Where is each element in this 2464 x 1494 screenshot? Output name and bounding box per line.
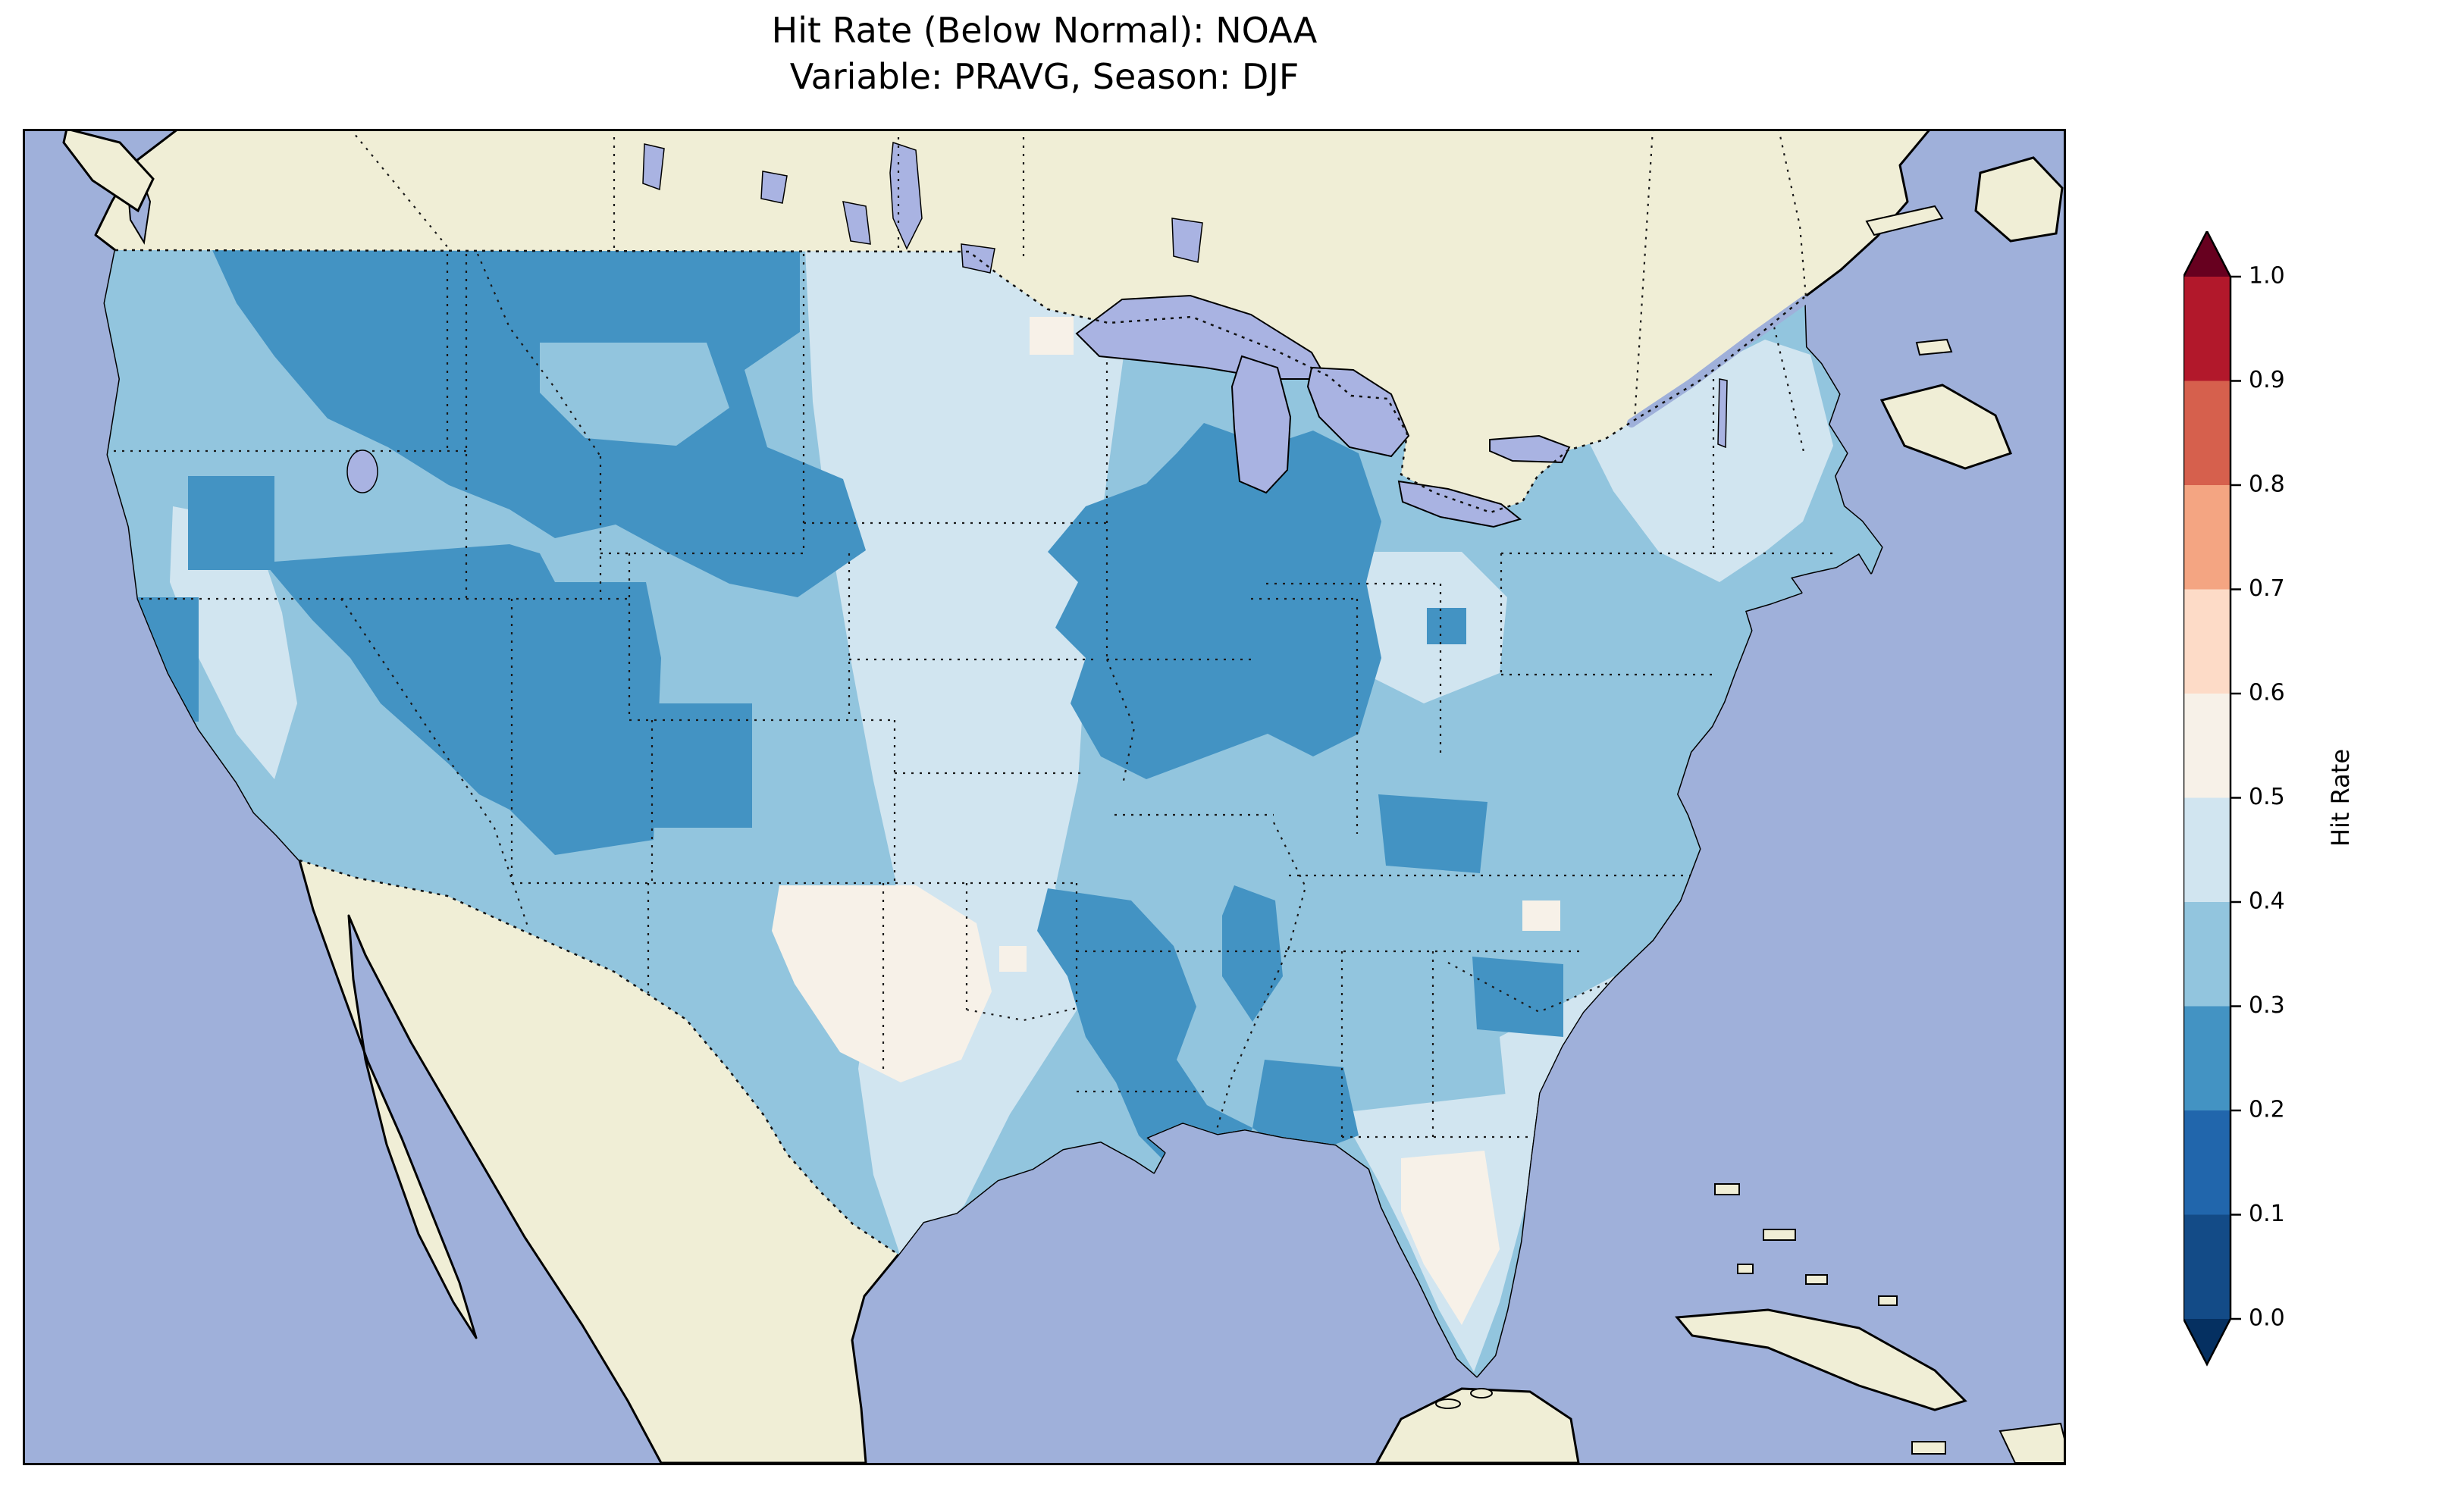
hitrate-cell-ohio-dark xyxy=(1427,608,1466,644)
bahamas-island-2 xyxy=(1763,1229,1796,1241)
hitrate-region-midwest-dark xyxy=(1048,423,1381,779)
canada-lake-small-2 xyxy=(760,171,788,204)
hitrate-region-florida-center-white xyxy=(1401,1151,1500,1325)
colorbar-bin-2 xyxy=(2183,1006,2230,1110)
florida-key-1 xyxy=(1435,1398,1461,1409)
colorbar-bin-8 xyxy=(2183,381,2230,485)
colorbar-axis-label: Hit Rate xyxy=(2326,749,2355,847)
colorbar-bin-3 xyxy=(2183,902,2230,1007)
tick-label-0.3: 0.3 xyxy=(2249,992,2285,1019)
hitrate-region-louisiana-mississippi-dark xyxy=(1252,1060,1359,1158)
lake-michigan xyxy=(1230,355,1292,494)
tick-label-0.9: 0.9 xyxy=(2249,367,2285,393)
colorbar-bin-4 xyxy=(2183,797,2230,902)
hitrate-region-nevada-utah-dark xyxy=(264,544,661,855)
cuba xyxy=(1675,1308,1967,1411)
lake-champlain xyxy=(1717,378,1728,449)
lake-huron xyxy=(1306,366,1410,458)
hitrate-cell-dakota-white xyxy=(1030,317,1074,355)
hitrate-region-tennessee-kentucky-dark xyxy=(1378,794,1487,873)
title-line-1: Hit Rate (Below Normal): NOAA xyxy=(771,10,1318,51)
bahamas-island-1 xyxy=(1714,1183,1740,1195)
lake-ontario xyxy=(1489,434,1571,464)
tick-label-0.8: 0.8 xyxy=(2249,471,2285,498)
newfoundland xyxy=(1974,156,2064,243)
colorbar-ticks xyxy=(2230,275,2241,1320)
hitrate-region-central-montana-base xyxy=(540,343,729,446)
colorbar-bin-7 xyxy=(2183,485,2230,590)
colorbar-bin-6 xyxy=(2183,589,2230,694)
colorbar-bin-0 xyxy=(2183,1214,2230,1319)
hitrate-cell-carolina-white xyxy=(1522,900,1560,931)
colorbar-svg: 0.0 0.1 0.2 0.3 0.4 0.5 0.6 0.7 0.8 0.9 … xyxy=(2182,229,2355,1367)
hitrate-region-mississippi-river-dark xyxy=(1222,885,1283,1022)
hitrate-cell-plains-dark xyxy=(654,722,676,744)
hitrate-region-northwest-dark xyxy=(212,250,866,597)
tick-label-0.2: 0.2 xyxy=(2249,1097,2285,1123)
tick-label-0.6: 0.6 xyxy=(2249,680,2285,706)
islands xyxy=(1375,1183,2066,1464)
map-svg xyxy=(23,129,2066,1465)
title-line-2: Variable: PRAVG, Season: DJF xyxy=(789,55,1299,97)
jamaica xyxy=(1911,1441,1946,1455)
hitrate-region-ozarks-dark xyxy=(1037,888,1252,1173)
bahamas-island-4 xyxy=(1878,1295,1898,1306)
state-borders-dotted xyxy=(114,253,1835,1139)
great-salt-lake xyxy=(346,449,378,493)
tick-label-0.7: 0.7 xyxy=(2249,575,2285,602)
tick-label-1.0: 1.0 xyxy=(2249,263,2285,290)
prince-edward-island xyxy=(1915,338,1953,356)
hitrate-region-ne-california-dark xyxy=(188,476,274,570)
colorbar-over-triangle xyxy=(2183,231,2230,277)
tick-label-0.0: 0.0 xyxy=(2249,1305,2285,1332)
canada-province-borders-dotted xyxy=(350,129,1807,421)
bahamas-island-3 xyxy=(1805,1274,1828,1285)
hispaniola-corner xyxy=(1998,1422,2066,1464)
hitrate-cell-redriver-white xyxy=(999,946,1027,972)
us-hitrate-patches xyxy=(114,250,1835,1372)
colorbar-bin-9 xyxy=(2183,277,2230,381)
vancouver-island xyxy=(62,129,155,213)
lake-erie xyxy=(1397,480,1522,528)
canada-lake-small-1 xyxy=(642,143,665,191)
anticosti-island xyxy=(1865,205,1944,236)
hitrate-region-georgia-dark xyxy=(1472,957,1563,1037)
colorbar: 0.0 0.1 0.2 0.3 0.4 0.5 0.6 0.7 0.8 0.9 … xyxy=(2182,229,2441,1368)
colorbar-bin-5 xyxy=(2183,694,2230,798)
tick-label-0.1: 0.1 xyxy=(2249,1201,2285,1227)
lakes xyxy=(346,141,1728,528)
florida-key-2 xyxy=(1470,1388,1493,1398)
lake-nipigon xyxy=(1171,218,1203,263)
axes-frame xyxy=(23,129,2066,1465)
tick-label-0.5: 0.5 xyxy=(2249,784,2285,810)
hitrate-region-california-light xyxy=(170,506,297,779)
lake-manitoba xyxy=(842,201,871,245)
hitrate-region-west-texas-white xyxy=(772,885,992,1082)
figure-title: Hit Rate (Below Normal): NOAA Variable: … xyxy=(23,8,2066,99)
map-axes xyxy=(23,129,2066,1465)
tick-label-0.4: 0.4 xyxy=(2249,888,2285,915)
colorbar-under-triangle xyxy=(2183,1319,2230,1364)
colorbar-bin-1 xyxy=(2183,1110,2230,1215)
andros-island xyxy=(1737,1264,1754,1274)
nova-scotia xyxy=(1879,384,2012,470)
colorbar-tick-labels: 0.0 0.1 0.2 0.3 0.4 0.5 0.6 0.7 0.8 0.9 … xyxy=(2249,263,2285,1332)
